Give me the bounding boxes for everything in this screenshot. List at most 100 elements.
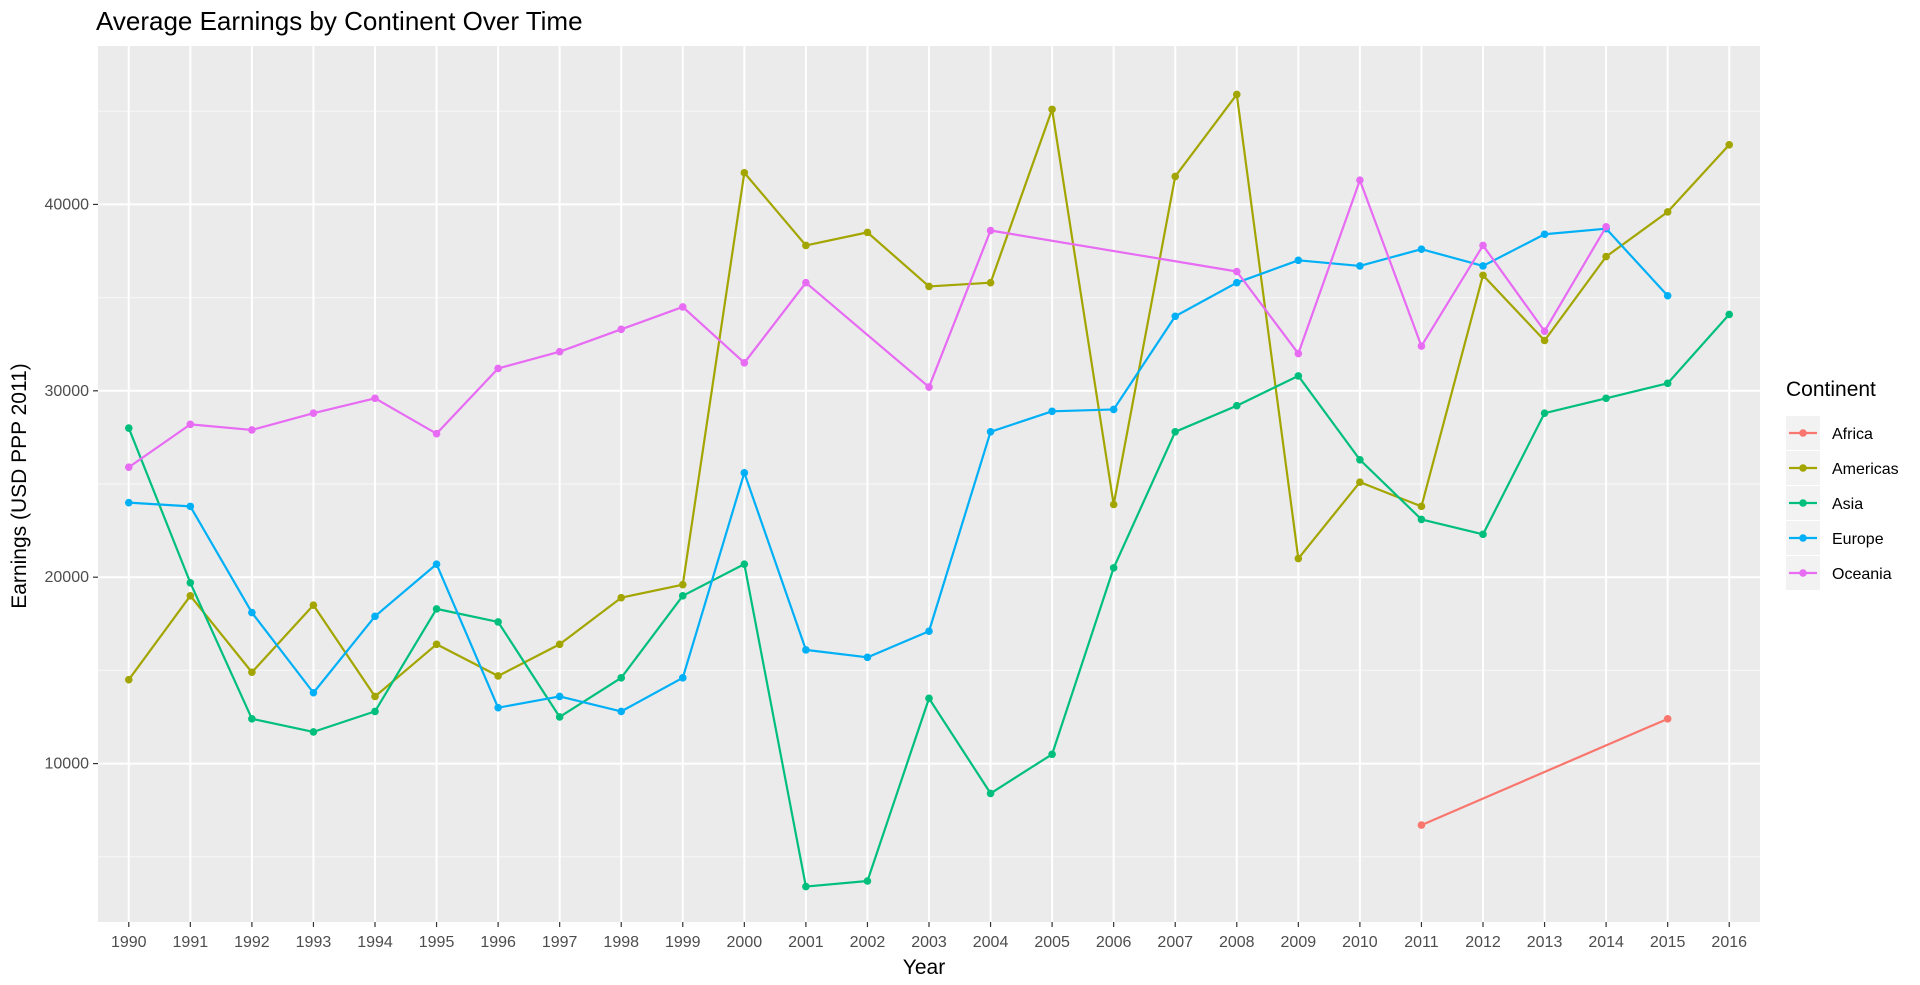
americas-point	[186, 592, 195, 600]
africa-point	[1663, 715, 1672, 723]
asia-point	[1417, 515, 1426, 524]
x-tick-label: 2008	[1219, 934, 1255, 951]
europe-point	[1479, 262, 1487, 270]
asia-point	[1479, 530, 1487, 539]
x-tick-label: 1991	[173, 934, 209, 951]
x-tick-label: 2005	[1034, 934, 1070, 951]
oceania-point	[1232, 267, 1241, 276]
oceania-point	[1540, 327, 1549, 335]
europe-point	[1417, 245, 1426, 253]
americas-point	[1048, 105, 1056, 114]
x-tick-label: 1994	[357, 934, 393, 951]
americas-point	[802, 241, 810, 250]
x-axis-title: Year	[903, 956, 945, 979]
europe-point	[678, 674, 687, 682]
europe-point	[740, 469, 749, 477]
y-tick-label: 40000	[45, 196, 90, 213]
asia-point	[1048, 750, 1056, 759]
europe-point	[555, 692, 564, 701]
americas-point	[555, 640, 564, 649]
oceania-point	[248, 426, 256, 434]
americas-point	[740, 168, 749, 177]
x-tick-label: 1999	[665, 934, 701, 951]
asia-point	[1602, 394, 1610, 403]
europe-point	[1663, 291, 1672, 300]
europe-point	[1540, 230, 1549, 239]
africa-line	[1421, 717, 1669, 827]
asia-point	[248, 715, 256, 723]
legend-point-oceania	[1799, 569, 1807, 577]
x-tick-label: 2007	[1157, 934, 1193, 951]
americas-point	[432, 640, 441, 649]
legend-point-europe	[1799, 534, 1807, 542]
europe-point	[371, 612, 379, 621]
asia-point	[1725, 310, 1734, 319]
asia-point	[1540, 409, 1549, 417]
europe-point	[1294, 256, 1303, 265]
x-tick-label: 1995	[419, 934, 455, 951]
americas-point	[986, 278, 995, 287]
x-tick-label: 2002	[850, 934, 886, 951]
y-tick-label: 10000	[45, 756, 90, 773]
asia-point	[124, 424, 133, 432]
asia-point	[186, 578, 195, 587]
asia-point	[555, 713, 564, 721]
x-tick-label: 1998	[603, 934, 639, 951]
x-tick-label: 2000	[727, 934, 763, 951]
oceania-point	[617, 325, 626, 334]
asia-point	[494, 618, 502, 626]
asia-point	[432, 605, 441, 613]
legend-label-africa: Africa	[1832, 426, 1873, 443]
legend-point-africa	[1799, 429, 1807, 437]
x-tick-label: 2016	[1711, 934, 1747, 951]
europe-point	[986, 428, 995, 436]
asia-point	[371, 707, 379, 716]
x-tick-label: 1992	[234, 934, 270, 951]
europe-point	[309, 688, 318, 697]
series-layer	[124, 90, 1734, 891]
oceania-point	[802, 278, 810, 287]
asia-point	[1294, 372, 1303, 380]
europe-point	[617, 707, 626, 716]
x-tick-label: 2014	[1588, 934, 1624, 951]
americas-point	[1540, 336, 1549, 345]
x-tick-label: 1993	[296, 934, 332, 951]
axes: 10000 20000 30000 40000 1990 1991 1992 1993 1994…	[45, 196, 1748, 951]
series-africa	[1417, 715, 1672, 829]
x-tick-label: 2011	[1404, 934, 1439, 951]
chart-title: Average Earnings by Continent Over Time	[96, 6, 583, 36]
asia-point	[309, 728, 318, 736]
americas-point	[371, 692, 379, 701]
asia-point	[986, 789, 995, 798]
x-tick-label: 2015	[1650, 934, 1686, 951]
x-tick-label: 1997	[542, 934, 578, 951]
legend-point-americas	[1799, 464, 1807, 472]
oceania-point	[309, 409, 318, 417]
europe-point	[124, 498, 133, 507]
series-asia	[124, 310, 1734, 891]
x-tick-label: 2009	[1281, 934, 1317, 951]
africa-point	[1417, 821, 1426, 829]
y-tick-label: 20000	[45, 569, 90, 586]
oceania-point	[678, 303, 687, 311]
series-oceania	[124, 176, 1610, 472]
x-tick-label: 1996	[480, 934, 516, 951]
americas-point	[1232, 90, 1241, 99]
oceania-point	[494, 364, 502, 373]
europe-point	[248, 608, 256, 617]
americas-point	[1109, 500, 1118, 509]
grid-lines	[98, 46, 1760, 922]
asia-point	[863, 877, 872, 885]
legend-title: Continent	[1786, 378, 1876, 401]
americas-point	[248, 668, 256, 677]
asia-point	[1171, 428, 1180, 436]
europe-point	[1048, 407, 1056, 416]
x-tick-label: 2001	[788, 934, 824, 951]
europe-point	[1232, 278, 1241, 287]
americas-point	[1294, 554, 1303, 563]
americas-point	[617, 593, 626, 602]
asia-point	[1232, 401, 1241, 410]
asia-point	[802, 882, 810, 891]
legend: Continent Africa Americas Asia Europe Oceania	[1786, 378, 1899, 590]
